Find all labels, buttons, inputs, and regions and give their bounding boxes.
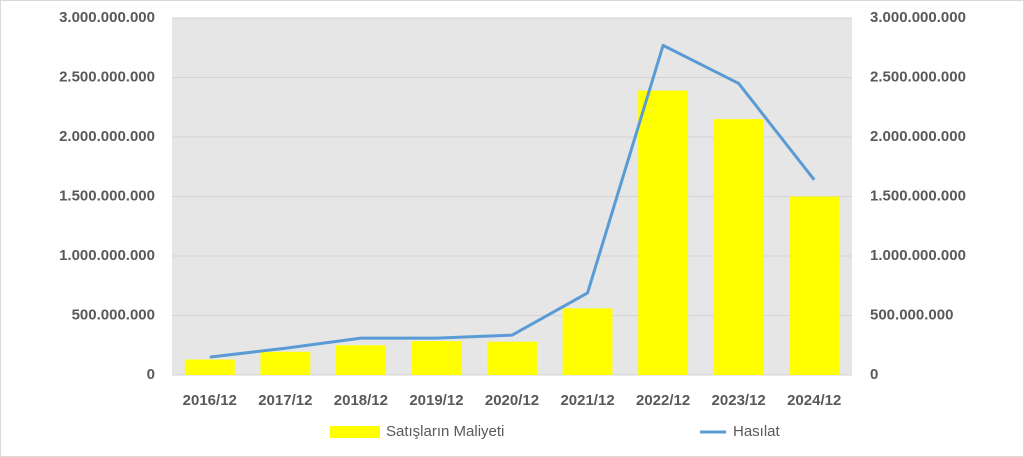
x-tick-label: 2017/12: [258, 392, 312, 409]
x-tick-label: 2020/12: [485, 392, 539, 409]
y2-tick-label: 1.500.000.000: [870, 187, 966, 204]
y-tick-label: 3.000.000.000: [59, 9, 155, 26]
y-tick-label: 1.500.000.000: [59, 187, 155, 204]
bar: [638, 90, 689, 375]
bar: [335, 345, 386, 375]
y2-tick-label: 0: [870, 366, 878, 383]
legend-label: Hasılat: [733, 423, 781, 440]
x-tick-label: 2019/12: [409, 392, 463, 409]
x-tick-label: 2016/12: [183, 392, 237, 409]
y-tick-label: 500.000.000: [72, 306, 155, 323]
line: [209, 43, 816, 359]
y-tick-label: 2.500.000.000: [59, 68, 155, 85]
y2-tick-label: 3.000.000.000: [870, 9, 966, 26]
x-tick-label: 2023/12: [712, 392, 766, 409]
y-tick-label: 0: [147, 366, 155, 383]
y2-tick-label: 1.000.000.000: [870, 247, 966, 264]
y2-tick-label: 2.000.000.000: [870, 128, 966, 145]
bar: [789, 196, 840, 375]
x-tick-label: 2018/12: [334, 392, 388, 409]
y-tick-label: 1.000.000.000: [59, 247, 155, 264]
y-tick-label: 2.000.000.000: [59, 128, 155, 145]
bar: [713, 119, 764, 376]
x-tick-label: 2022/12: [636, 392, 690, 409]
y2-tick-label: 2.500.000.000: [870, 68, 966, 85]
bar: [487, 341, 537, 375]
bar: [562, 308, 613, 375]
bar: [184, 359, 235, 375]
legend-swatch: [330, 426, 380, 438]
bar: [260, 351, 311, 375]
x-tick-label: 2024/12: [787, 392, 841, 409]
y2-tick-label: 500.000.000: [870, 306, 953, 323]
legend-label: Satışların Maliyeti: [386, 423, 504, 440]
x-tick-label: 2021/12: [560, 392, 614, 409]
bar: [411, 341, 462, 375]
